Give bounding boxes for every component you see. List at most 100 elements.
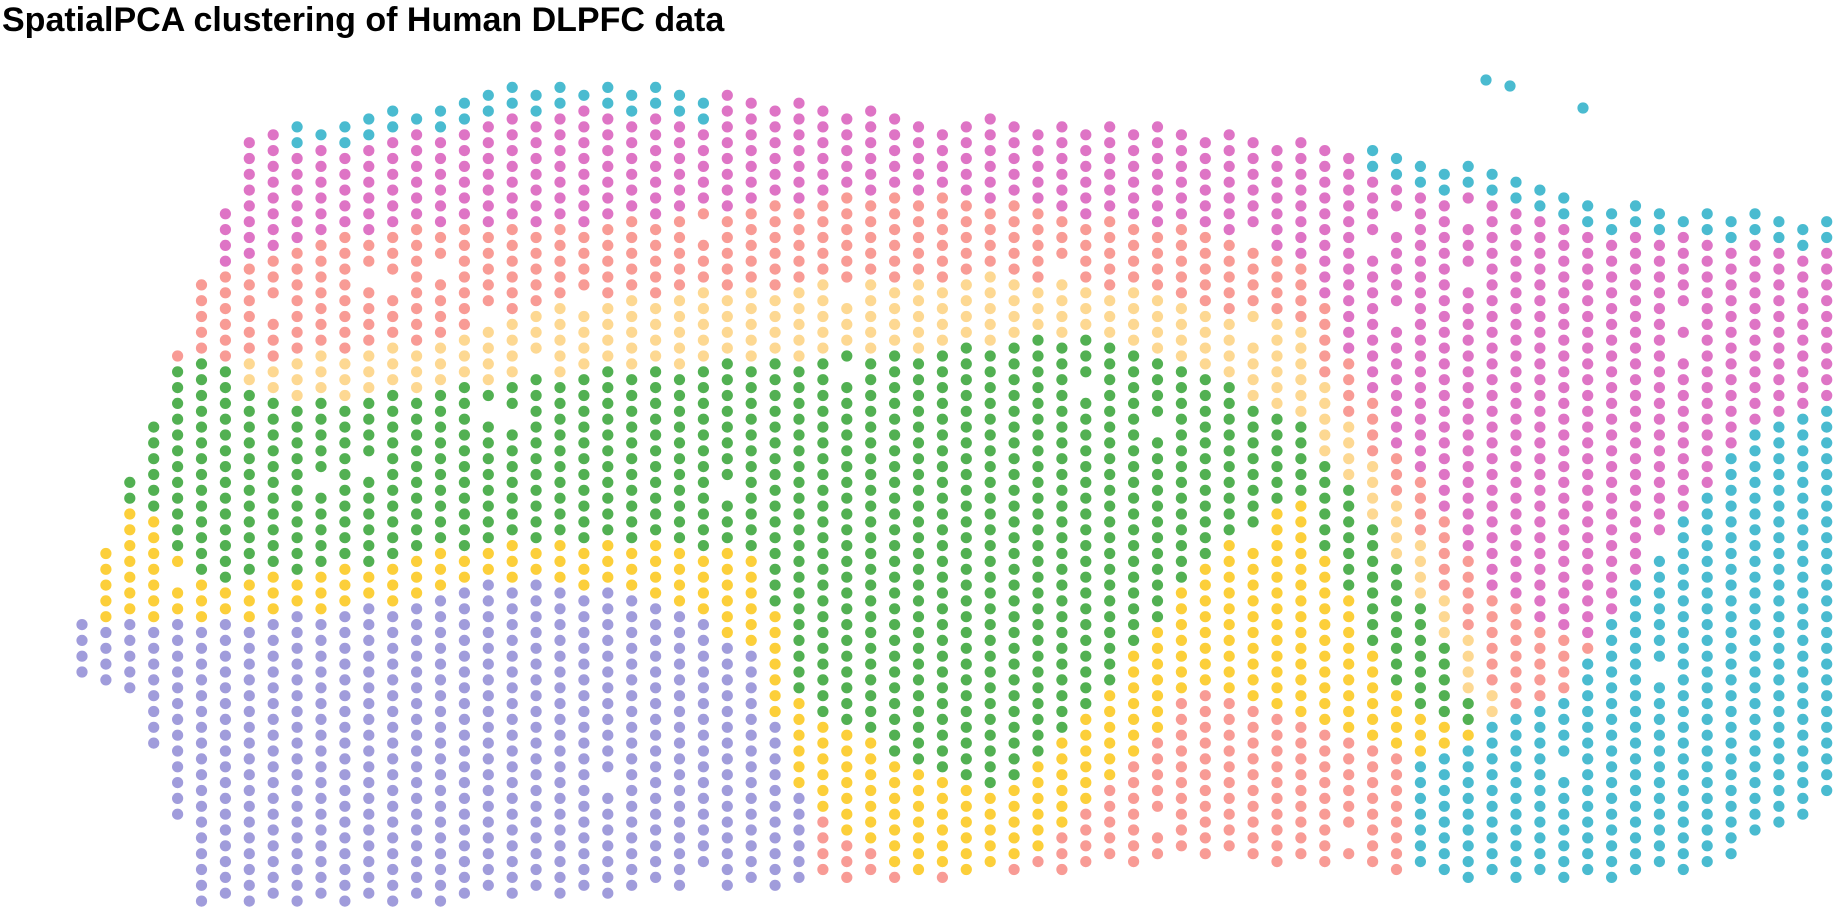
spot-cluster-4 — [889, 476, 901, 488]
spot-cluster-5 — [1247, 547, 1259, 560]
spot-cluster-5 — [1199, 611, 1211, 623]
spot-cluster-3 — [841, 318, 853, 330]
spot-cluster-7 — [1629, 579, 1642, 591]
spot-cluster-2 — [243, 263, 255, 275]
spot-cluster-6 — [291, 674, 303, 686]
spot-cluster-4 — [841, 666, 853, 678]
spot-cluster-3 — [650, 350, 662, 362]
spot-cluster-7 — [1629, 848, 1642, 860]
spot-cluster-1 — [291, 216, 303, 228]
spot-cluster-7 — [1462, 856, 1474, 868]
spot-cluster-3 — [626, 326, 638, 338]
spot-cluster-4 — [1343, 579, 1355, 591]
spot-cluster-5 — [363, 571, 375, 583]
spot-cluster-4 — [865, 595, 877, 607]
spot-cluster-7 — [1486, 737, 1498, 749]
spot-cluster-5 — [1343, 595, 1355, 607]
spot-cluster-5 — [721, 595, 733, 607]
spot-cluster-2 — [1247, 753, 1259, 765]
spot-cluster-5 — [411, 555, 423, 568]
spot-cluster-4 — [1056, 468, 1068, 481]
spot-cluster-2 — [745, 271, 757, 283]
spot-cluster-6 — [554, 666, 566, 678]
spot-cluster-2 — [960, 216, 972, 228]
spot-cluster-4 — [865, 453, 877, 465]
spot-cluster-6 — [673, 737, 686, 749]
spot-cluster-6 — [650, 792, 662, 805]
spot-cluster-7 — [291, 121, 303, 133]
spot-cluster-3 — [984, 271, 996, 283]
spot-cluster-4 — [1056, 690, 1068, 702]
spot-cluster-5 — [1367, 729, 1379, 741]
spot-cluster-4 — [172, 413, 184, 425]
spot-cluster-1 — [626, 137, 638, 149]
spot-cluster-6 — [172, 650, 184, 662]
spot-cluster-4 — [1104, 532, 1116, 544]
spot-cluster-4 — [267, 555, 279, 568]
spot-cluster-7 — [1606, 792, 1618, 805]
spot-cluster-4 — [960, 405, 972, 417]
spot-cluster-4 — [219, 461, 231, 473]
spot-cluster-6 — [697, 808, 710, 820]
spot-cluster-7 — [1486, 832, 1498, 844]
spot-cluster-4 — [889, 587, 901, 599]
spot-cluster-6 — [434, 753, 447, 765]
spot-cluster-4 — [291, 405, 303, 417]
spot-cluster-7 — [1438, 816, 1450, 828]
spot-cluster-4 — [1128, 350, 1140, 362]
spot-cluster-1 — [1486, 374, 1498, 386]
spot-cluster-4 — [960, 769, 972, 781]
spot-cluster-2 — [626, 247, 638, 259]
spot-cluster-6 — [482, 611, 494, 623]
spot-cluster-3 — [554, 366, 566, 378]
spot-cluster-5 — [1104, 737, 1116, 749]
spot-cluster-5 — [960, 816, 972, 828]
spot-cluster-6 — [697, 650, 710, 662]
spot-cluster-6 — [745, 666, 757, 678]
spot-cluster-4 — [1008, 421, 1020, 433]
spot-cluster-6 — [650, 729, 662, 741]
spot-cluster-7 — [1558, 713, 1570, 726]
spot-cluster-7 — [458, 113, 470, 125]
spot-cluster-4 — [1008, 705, 1020, 718]
spot-cluster-7 — [1606, 208, 1618, 220]
spot-cluster-3 — [578, 342, 590, 354]
spot-cluster-7 — [1725, 721, 1737, 733]
spot-cluster-1 — [219, 255, 231, 267]
spot-cluster-1 — [1486, 216, 1498, 228]
spot-cluster-1 — [1677, 326, 1689, 338]
spot-cluster-1 — [697, 129, 710, 141]
spot-cluster-6 — [267, 761, 279, 773]
spot-cluster-1 — [1056, 121, 1068, 133]
spot-cluster-3 — [1032, 318, 1044, 330]
spot-cluster-1 — [1534, 216, 1546, 228]
spot-cluster-4 — [219, 524, 231, 536]
spot-cluster-5 — [1008, 784, 1020, 797]
spot-cluster-4 — [1080, 350, 1092, 362]
spot-cluster-6 — [411, 666, 423, 678]
spot-cluster-4 — [1367, 619, 1379, 631]
spot-cluster-2 — [865, 216, 877, 228]
spot-cluster-4 — [148, 468, 160, 481]
spot-cluster-1 — [1606, 524, 1618, 536]
spot-cluster-6 — [650, 824, 662, 836]
spot-cluster-6 — [626, 595, 638, 607]
spot-cluster-3 — [506, 366, 518, 378]
spot-cluster-5 — [817, 769, 829, 781]
spot-cluster-6 — [554, 887, 566, 899]
spot-cluster-1 — [1558, 555, 1570, 568]
spot-cluster-6 — [506, 777, 518, 789]
spot-cluster-7 — [1462, 808, 1474, 820]
spot-cluster-4 — [1367, 603, 1379, 615]
spot-cluster-1 — [578, 152, 590, 165]
spot-cluster-6 — [602, 698, 614, 710]
spot-cluster-7 — [1797, 239, 1809, 251]
spot-cluster-3 — [1343, 453, 1355, 465]
spot-cluster-1 — [865, 152, 877, 165]
spot-cluster-7 — [1821, 721, 1833, 733]
spot-cluster-3 — [1414, 540, 1426, 552]
spot-cluster-4 — [172, 524, 184, 536]
spot-cluster-4 — [721, 405, 733, 417]
spot-cluster-5 — [673, 547, 686, 560]
spot-cluster-4 — [363, 413, 375, 425]
